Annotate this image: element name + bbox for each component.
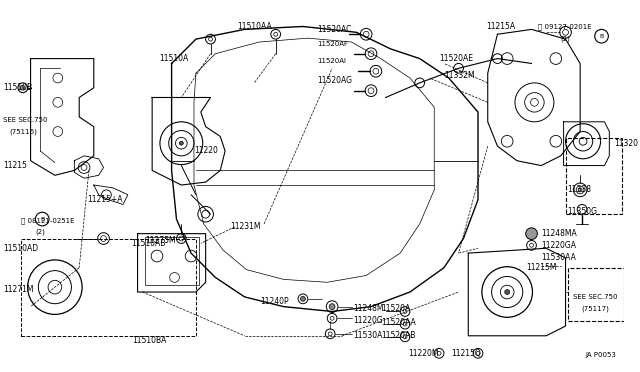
Text: 11520AE: 11520AE bbox=[439, 54, 473, 63]
Text: 11248M: 11248M bbox=[353, 304, 384, 313]
Text: 11530A: 11530A bbox=[353, 331, 383, 340]
Text: B: B bbox=[40, 217, 44, 222]
Text: 11220: 11220 bbox=[194, 147, 218, 155]
Circle shape bbox=[179, 141, 183, 145]
Circle shape bbox=[301, 296, 305, 301]
Text: SEE SEC.750: SEE SEC.750 bbox=[3, 117, 48, 123]
Text: 11510BA: 11510BA bbox=[132, 336, 167, 345]
Circle shape bbox=[525, 228, 538, 240]
Text: 11530AA: 11530AA bbox=[541, 253, 576, 263]
Text: (2): (2) bbox=[35, 228, 45, 235]
Text: 11520AG: 11520AG bbox=[317, 77, 353, 86]
Text: 11520AC: 11520AC bbox=[317, 25, 352, 34]
Bar bbox=[568, 268, 624, 321]
Text: 11220G: 11220G bbox=[353, 316, 383, 325]
Text: SEE SEC.750: SEE SEC.750 bbox=[573, 294, 618, 300]
Text: 11510AB: 11510AB bbox=[131, 239, 165, 248]
Text: 11231M: 11231M bbox=[230, 222, 260, 231]
Text: 11248MA: 11248MA bbox=[541, 229, 577, 238]
Text: 11510B: 11510B bbox=[3, 83, 33, 92]
Circle shape bbox=[20, 85, 25, 90]
Text: 11510AD: 11510AD bbox=[3, 244, 38, 253]
Text: 11215A: 11215A bbox=[486, 22, 515, 31]
Text: 11350G: 11350G bbox=[568, 207, 598, 216]
Circle shape bbox=[578, 188, 582, 192]
Text: (2): (2) bbox=[561, 36, 571, 42]
Text: Ⓑ 09127-0201E: Ⓑ 09127-0201E bbox=[538, 23, 592, 30]
Text: 11215M: 11215M bbox=[527, 263, 557, 272]
Bar bbox=[566, 138, 622, 214]
Text: JA P0053: JA P0053 bbox=[585, 352, 616, 358]
Text: 11520A: 11520A bbox=[381, 304, 410, 313]
Text: (75116): (75116) bbox=[9, 128, 37, 135]
Text: 11338: 11338 bbox=[568, 185, 591, 195]
Text: 11510AA: 11510AA bbox=[237, 22, 271, 31]
Text: 11220M: 11220M bbox=[408, 349, 438, 358]
Circle shape bbox=[505, 289, 509, 295]
Text: 11520AA: 11520AA bbox=[381, 318, 415, 327]
Text: 11320: 11320 bbox=[614, 139, 638, 148]
Text: 11240P: 11240P bbox=[260, 297, 289, 306]
Text: 11215Q: 11215Q bbox=[451, 349, 481, 358]
Text: B: B bbox=[600, 34, 604, 39]
Bar bbox=[145, 237, 199, 285]
Text: 11271M: 11271M bbox=[3, 285, 34, 294]
Text: 11520AI: 11520AI bbox=[317, 58, 346, 64]
Text: 11510A: 11510A bbox=[159, 54, 188, 63]
Bar bbox=[21, 238, 196, 336]
Circle shape bbox=[329, 304, 335, 310]
Text: 11332M: 11332M bbox=[444, 71, 475, 80]
Text: Ⓑ 08121-0251E: Ⓑ 08121-0251E bbox=[21, 218, 74, 224]
Text: 11275M: 11275M bbox=[145, 236, 176, 245]
Text: 11520AB: 11520AB bbox=[381, 331, 415, 340]
Text: 11215: 11215 bbox=[3, 161, 28, 170]
Text: 11220GA: 11220GA bbox=[541, 241, 576, 250]
Text: (75117): (75117) bbox=[581, 305, 609, 312]
Text: 11215+A: 11215+A bbox=[87, 195, 122, 204]
Text: 11520AF: 11520AF bbox=[317, 41, 349, 47]
